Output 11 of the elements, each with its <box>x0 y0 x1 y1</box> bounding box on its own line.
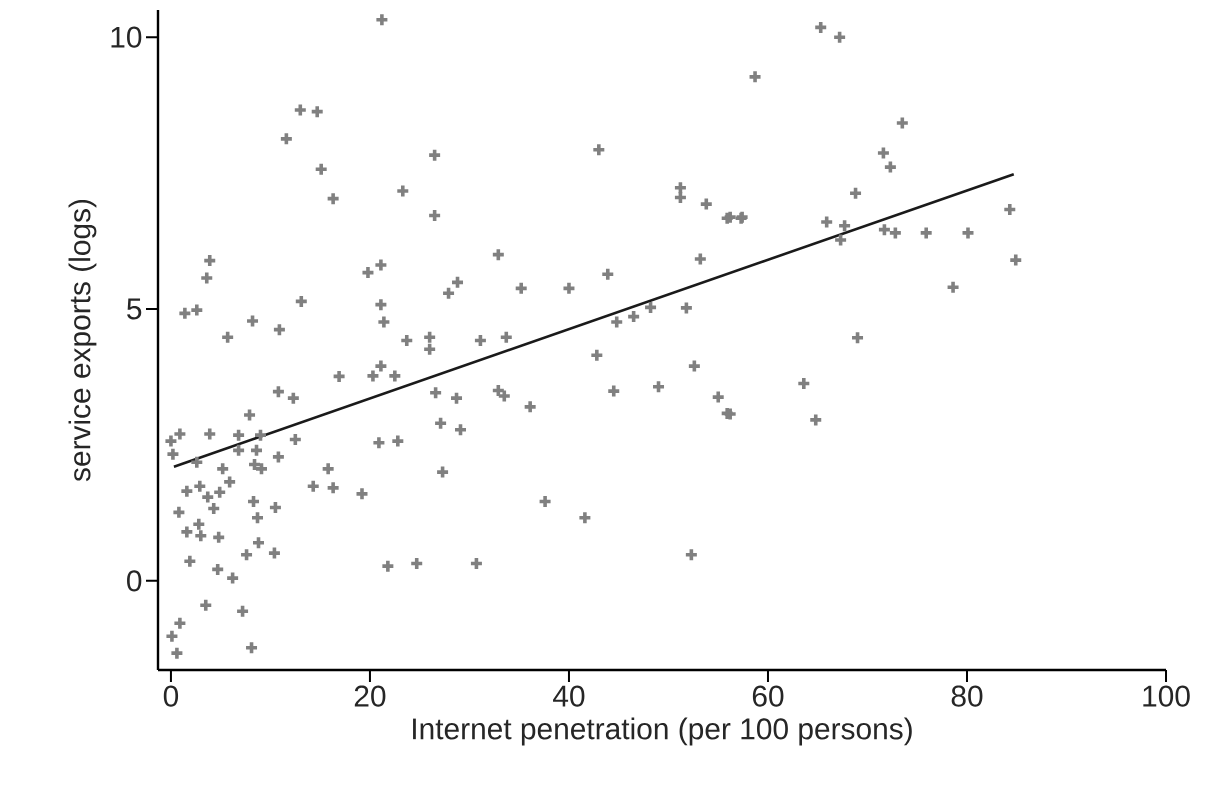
x-tick-label: 100 <box>1143 685 1190 707</box>
x-tick-label: 20 <box>354 685 386 707</box>
y-axis-title: service exports (logs) <box>68 199 97 482</box>
x-tick-label: 80 <box>951 685 983 707</box>
x-tick-label: 40 <box>553 685 585 707</box>
x-axis-title: Internet penetration (per 100 persons) <box>413 717 912 746</box>
x-tick-label: 0 <box>163 685 179 707</box>
x-tick-label: 60 <box>752 685 784 707</box>
y-tick-label: 0 <box>127 570 142 592</box>
y-tick-label: 10 <box>111 26 142 48</box>
y-tick-label: 5 <box>127 298 142 320</box>
